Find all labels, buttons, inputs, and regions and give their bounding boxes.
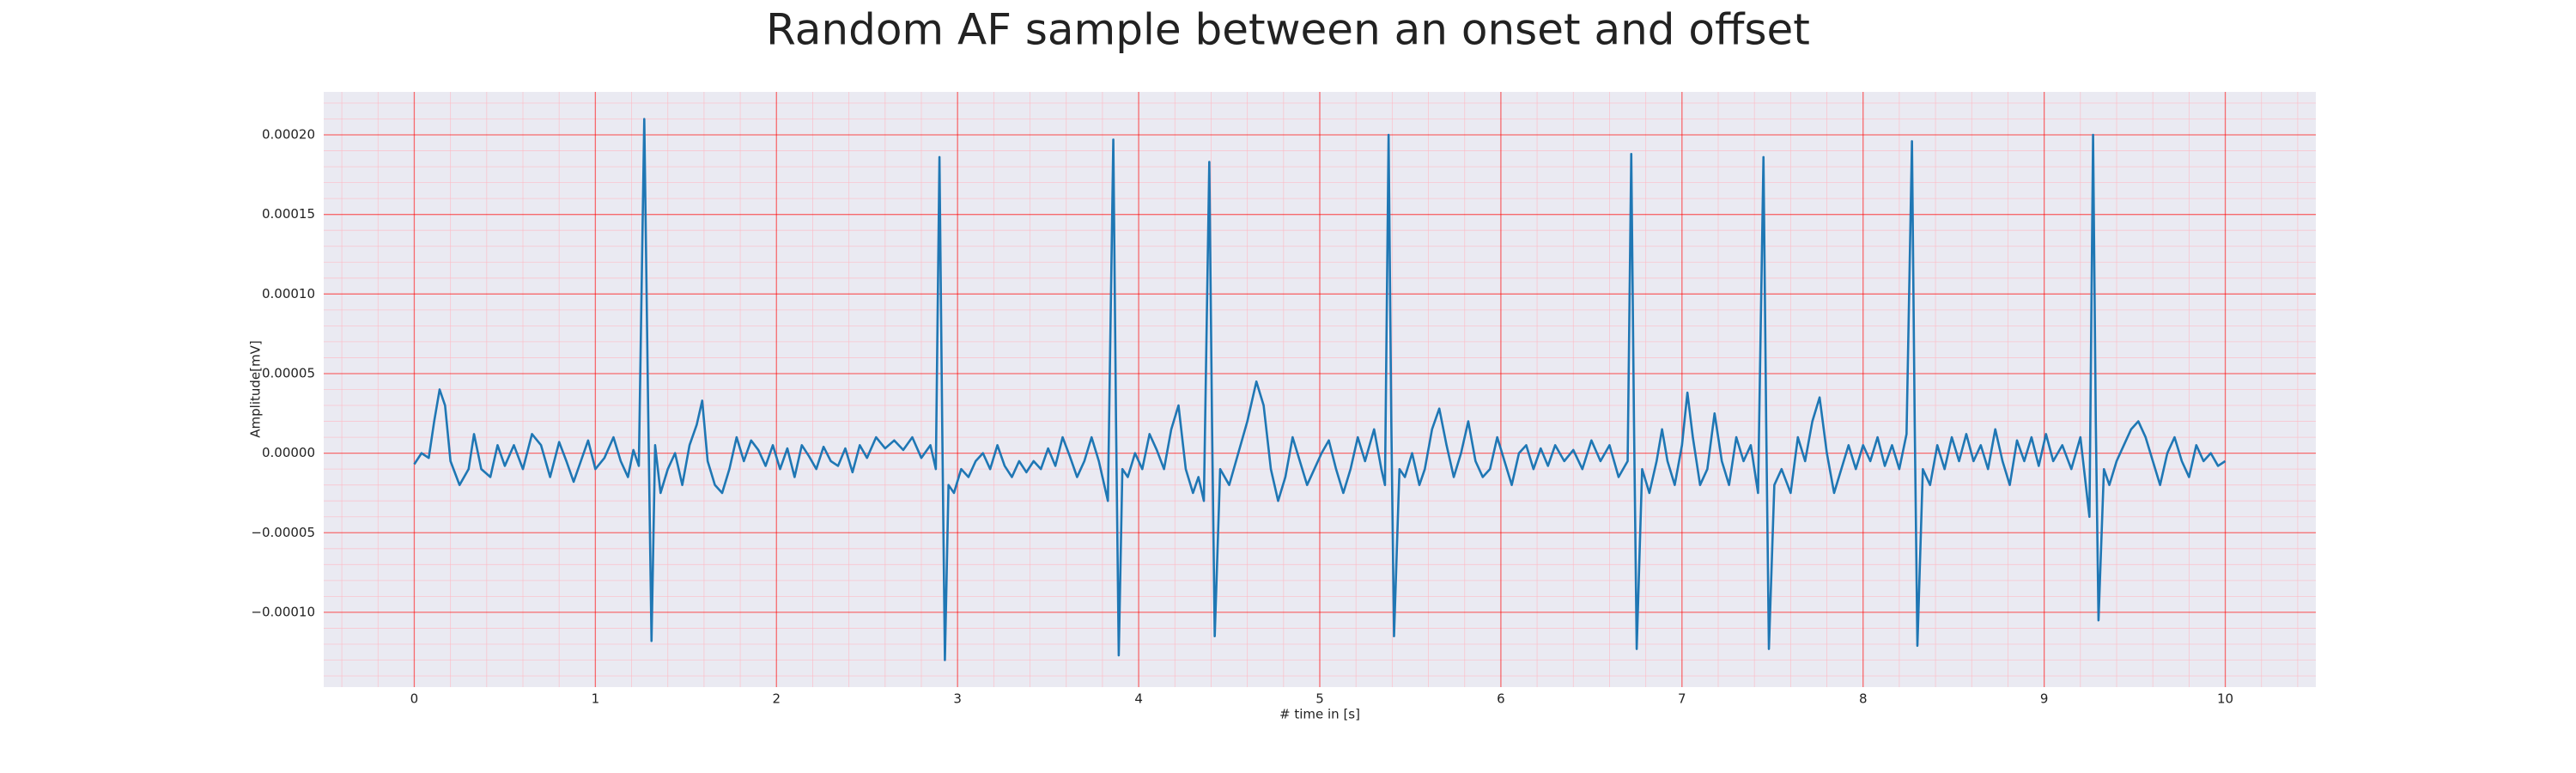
signal-line [413, 118, 2227, 661]
x-tick-label: 2 [772, 691, 781, 707]
x-tick-label: 1 [592, 691, 600, 707]
y-tick-label: 0.00020 [262, 127, 315, 143]
x-tick-label: 5 [1315, 691, 1324, 707]
x-tick-label: 8 [1859, 691, 1868, 707]
x-tick-label: 7 [1678, 691, 1686, 707]
x-tick-label: 4 [1134, 691, 1143, 707]
y-tick-label: −0.00005 [251, 525, 315, 540]
x-tick-label: 9 [2040, 691, 2049, 707]
chart-title: Random AF sample between an onset and of… [766, 5, 1810, 55]
x-tick-label: 3 [953, 691, 962, 707]
y-axis-label: Amplitude[mV] [248, 340, 264, 437]
y-tick-label: −0.00010 [251, 604, 315, 619]
x-axis-label: # time in [s] [1279, 707, 1360, 722]
x-tick-label: 6 [1497, 691, 1505, 707]
x-tick-label: 10 [2217, 691, 2233, 707]
y-tick-label: 0.00000 [262, 445, 315, 460]
x-tick-label: 0 [410, 691, 419, 707]
y-tick-label: 0.00010 [262, 286, 315, 301]
y-tick-label: 0.00005 [262, 365, 315, 380]
y-tick-label: 0.00015 [262, 206, 315, 222]
